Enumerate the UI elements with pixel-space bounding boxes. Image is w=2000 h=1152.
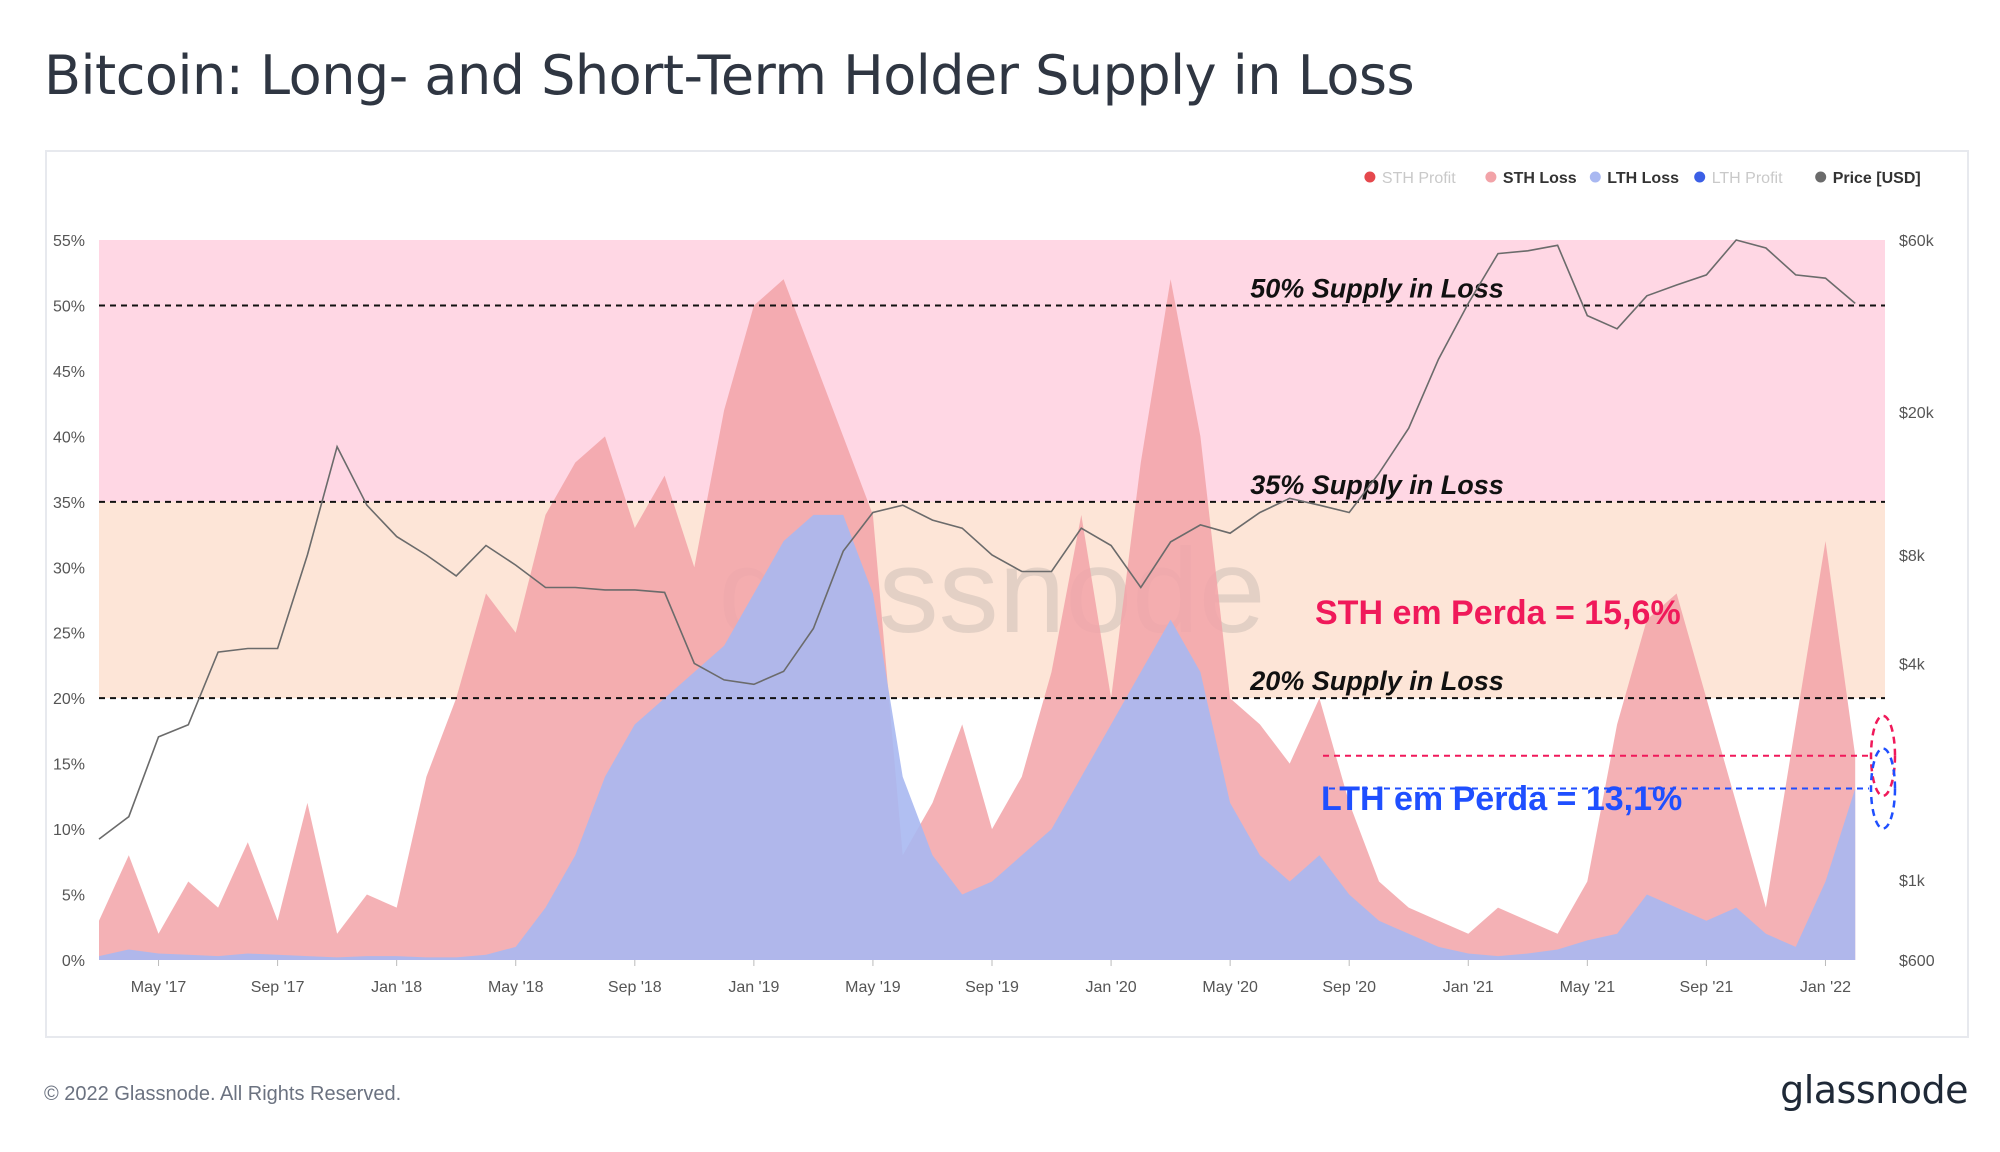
reference-line-label: 35% Supply in Loss	[1250, 470, 1504, 500]
legend-marker	[1589, 171, 1601, 183]
x-tick-label: May '21	[1560, 979, 1616, 996]
y-right-tick-label: $8k	[1899, 548, 1926, 565]
legend-label: LTH Loss	[1607, 170, 1679, 187]
legend-label: Price [USD]	[1833, 170, 1921, 187]
x-tick-label: May '17	[131, 979, 187, 996]
x-tick-label: Sep '17	[251, 979, 305, 996]
reference-line-label: 50% Supply in Loss	[1250, 273, 1504, 303]
legend-label: STH Profit	[1382, 170, 1456, 187]
x-tick-label: May '20	[1202, 979, 1258, 996]
price-line-layer	[98, 239, 1856, 840]
x-tick-label: Sep '18	[608, 979, 662, 996]
legend: Price [USD] LTH Profit LTH Loss STH Loss STH…	[1364, 170, 1921, 187]
legend-marker	[1364, 171, 1376, 183]
y-tick-label: 20%	[53, 691, 85, 708]
band-0	[99, 240, 1885, 502]
y-tick-label: 30%	[53, 560, 85, 577]
y-tick-label: 15%	[53, 757, 85, 774]
x-tick-label: Sep '19	[965, 979, 1019, 996]
y-axis-right: $600 $1k $4k $8k $20k $60k	[1899, 233, 1935, 970]
x-tick-label: Jan '20	[1086, 979, 1137, 996]
reference-lines-layer: 50% Supply in Loss 35% Supply in Loss 20% …	[99, 273, 1885, 700]
annotation-marker	[1869, 714, 1897, 798]
x-tick-label: Sep '20	[1322, 979, 1376, 996]
series-sth-loss-area	[99, 279, 1856, 960]
y-tick-label: 25%	[53, 626, 85, 643]
x-tick-label: May '18	[488, 979, 544, 996]
annotation-label: LTH em Perda = 13,1%	[1321, 780, 1682, 818]
band-1	[99, 501, 1885, 699]
reference-line-label: 20% Supply in Loss	[1249, 666, 1504, 696]
y-right-tick-label: $600	[1899, 953, 1935, 970]
y-tick-label: 0%	[62, 953, 85, 970]
areas-layer	[99, 279, 1856, 960]
x-tick-label: May '19	[845, 979, 901, 996]
series-lth-loss-area	[99, 514, 1856, 960]
y-right-tick-label: $4k	[1899, 656, 1926, 673]
y-tick-label: 45%	[53, 364, 85, 381]
x-tick-label: Jan '19	[728, 979, 779, 996]
annotation-marker	[1869, 747, 1897, 830]
x-tick-label: Jan '21	[1443, 979, 1494, 996]
legend-marker	[1485, 171, 1497, 183]
copyright: © 2022 Glassnode. All Rights Reserved.	[44, 1083, 402, 1105]
series-price-line	[98, 239, 1856, 840]
x-tick-label: Jan '22	[1800, 979, 1851, 996]
legend-label: STH Loss	[1503, 170, 1577, 187]
annotation-label: STH em Perda = 15,6%	[1315, 594, 1681, 632]
legend-label: LTH Profit	[1712, 170, 1783, 187]
y-tick-label: 10%	[53, 822, 85, 839]
y-axis-left: 0% 5% 10% 15% 20% 25% 30% 35% 40% 45% 50% 55%	[53, 233, 85, 970]
x-tick-label: Sep '21	[1680, 979, 1734, 996]
y-tick-label: 50%	[53, 298, 85, 315]
y-right-tick-label: $20k	[1899, 405, 1935, 422]
y-tick-label: 35%	[53, 495, 85, 512]
y-right-tick-label: $60k	[1899, 233, 1935, 250]
glassnode-logo: glassnode	[1780, 1068, 1968, 1112]
x-axis: May '17 Sep '17 Jan '18 May '18 Sep '18 Jan '…	[131, 960, 1851, 996]
y-right-tick-label: $1k	[1899, 873, 1926, 890]
legend-marker	[1815, 171, 1827, 183]
y-tick-label: 40%	[53, 429, 85, 446]
annotations-layer: STH em Perda = 15,6% LTH em Perda = 13,1%	[1315, 594, 1897, 830]
y-tick-label: 55%	[53, 233, 85, 250]
y-tick-label: 5%	[62, 888, 85, 905]
legend-marker	[1694, 171, 1706, 183]
bands-layer	[99, 240, 1885, 699]
chart-frame: glassnode 50% Supply in Loss 35% Supply i…	[45, 150, 1969, 1038]
x-tick-label: Jan '18	[371, 979, 422, 996]
page-title: Bitcoin: Long- and Short-Term Holder Sup…	[44, 44, 1415, 107]
